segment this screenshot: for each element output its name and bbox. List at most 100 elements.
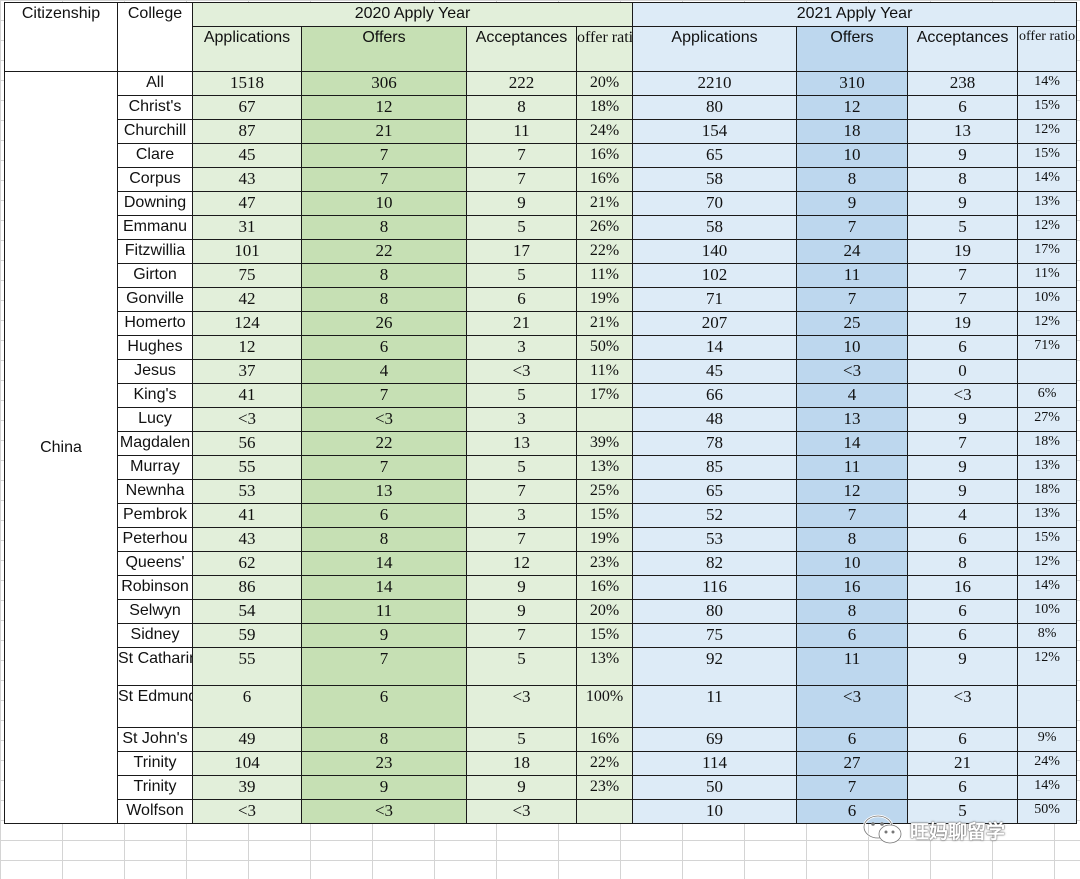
offers-2021: 310: [796, 71, 909, 96]
applications-2021: 207: [632, 311, 798, 336]
offers-2021: 11: [796, 455, 909, 480]
offers-2020: 7: [301, 167, 467, 192]
offers-2020: <3: [301, 799, 467, 824]
acceptances-2020: 5: [466, 383, 577, 408]
college-name: Girton: [117, 263, 193, 288]
applications-2020: 1518: [192, 71, 302, 96]
offers-2021: 7: [796, 503, 909, 528]
header-2020-apply-year: 2020 Apply Year: [191, 2, 634, 27]
applications-2021: 140: [632, 239, 798, 264]
offers-2021: 12: [796, 479, 909, 504]
college-name: Christ's: [117, 95, 193, 120]
college-name: Sidney: [117, 623, 193, 648]
offer-ratio-2021: [1017, 359, 1078, 384]
offer-ratio-2020: 100%: [575, 685, 634, 728]
offer-ratio-2021: 13%: [1017, 455, 1078, 480]
acceptances-2021: 6: [907, 599, 1019, 624]
offers-2020: 22: [301, 239, 467, 264]
acceptances-2020: 7: [466, 143, 577, 168]
applications-2020: 104: [192, 751, 302, 776]
header-offers-2021: Offers: [796, 26, 909, 72]
applications-2020: 55: [192, 455, 302, 480]
applications-2020: 12: [192, 335, 302, 360]
offer-ratio-2021: 14%: [1017, 167, 1078, 192]
table-row: Homerto 124 26 21 21% 207 25 19 12%: [5, 311, 1078, 336]
offers-2021: 12: [796, 95, 909, 120]
offers-2020: 7: [301, 383, 467, 408]
applications-2021: 58: [632, 167, 798, 192]
offer-ratio-2020: 15%: [575, 623, 634, 648]
offer-ratio-2021: 12%: [1017, 215, 1078, 240]
offer-ratio-2020: 11%: [575, 359, 634, 384]
acceptances-2021: 4: [907, 503, 1019, 528]
offer-ratio-2021: 27%: [1017, 407, 1078, 432]
table-row: Sidney 59 9 7 15% 75 6 6 8%: [5, 623, 1078, 648]
offer-ratio-2020: 23%: [575, 775, 634, 800]
applications-2020: 49: [192, 727, 302, 752]
offer-ratio-2020: 21%: [575, 311, 634, 336]
wechat-icon: [862, 814, 902, 844]
applications-2021: 70: [632, 191, 798, 216]
applications-2021: 80: [632, 95, 798, 120]
offers-2021: 25: [796, 311, 909, 336]
offers-2020: 6: [301, 685, 467, 728]
college-name: Churchill: [117, 119, 193, 144]
offer-ratio-2021: 13%: [1017, 191, 1078, 216]
college-name: Queens': [117, 551, 193, 576]
applications-2020: 39: [192, 775, 302, 800]
offers-2021: 27: [796, 751, 909, 776]
acceptances-2021: 6: [907, 775, 1019, 800]
offers-2020: 21: [301, 119, 467, 144]
acceptances-2020: 3: [466, 503, 577, 528]
college-name: Newnha: [117, 479, 193, 504]
offer-ratio-2020: 50%: [575, 335, 634, 360]
applications-2021: 58: [632, 215, 798, 240]
acceptances-2020: 13: [466, 431, 577, 456]
acceptances-2020: 222: [466, 71, 577, 96]
applications-2020: 31: [192, 215, 302, 240]
acceptances-2021: 19: [907, 239, 1019, 264]
offers-2020: 6: [301, 335, 467, 360]
offer-ratio-2020: 20%: [575, 71, 634, 96]
applications-2021: 78: [632, 431, 798, 456]
acceptances-2020: 5: [466, 647, 577, 686]
offer-ratio-2020: 16%: [575, 727, 634, 752]
college-name: All: [117, 71, 193, 96]
offer-ratio-2020: 16%: [575, 575, 634, 600]
offer-ratio-2021: 71%: [1017, 335, 1078, 360]
applications-2020: 67: [192, 95, 302, 120]
offers-2021: 4: [796, 383, 909, 408]
offer-ratio-2020: 25%: [575, 479, 634, 504]
offers-2021: 8: [796, 599, 909, 624]
offers-2021: 6: [796, 727, 909, 752]
offer-ratio-2020: 22%: [575, 239, 634, 264]
offers-2020: 306: [301, 71, 467, 96]
offer-ratio-2020: 15%: [575, 503, 634, 528]
acceptances-2021: 21: [907, 751, 1019, 776]
acceptances-2021: 9: [907, 479, 1019, 504]
college-name: Jesus: [117, 359, 193, 384]
acceptances-2020: 17: [466, 239, 577, 264]
college-name: St John's: [117, 727, 193, 752]
applications-2020: 45: [192, 143, 302, 168]
applications-2021: 66: [632, 383, 798, 408]
admissions-table: Citizenship College 2020 Apply Year 2021…: [4, 2, 1078, 824]
college-name: Murray: [117, 455, 193, 480]
offers-2020: 13: [301, 479, 467, 504]
offers-2020: 8: [301, 215, 467, 240]
acceptances-2021: 9: [907, 407, 1019, 432]
applications-2020: 41: [192, 503, 302, 528]
acceptances-2021: 13: [907, 119, 1019, 144]
acceptances-2021: 6: [907, 623, 1019, 648]
acceptances-2020: 11: [466, 119, 577, 144]
offers-2021: 8: [796, 527, 909, 552]
table-row: Corpus 43 7 7 16% 58 8 8 14%: [5, 167, 1078, 192]
header-offers-2020: Offers: [301, 26, 467, 72]
applications-2021: 154: [632, 119, 798, 144]
applications-2020: 55: [192, 647, 302, 686]
header-applications-2021: Applications: [632, 26, 798, 72]
offer-ratio-2021: 8%: [1017, 623, 1078, 648]
offers-2020: 7: [301, 143, 467, 168]
header-acceptances-2021: Acceptances: [907, 26, 1019, 72]
